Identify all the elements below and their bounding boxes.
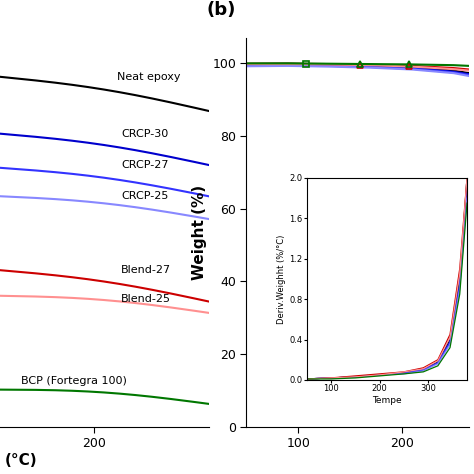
Text: Neat epoxy: Neat epoxy bbox=[117, 72, 180, 82]
Text: (b): (b) bbox=[206, 0, 236, 18]
Text: CRCP-25: CRCP-25 bbox=[121, 191, 168, 201]
Text: (°C): (°C) bbox=[5, 453, 37, 467]
Text: CRCP-27: CRCP-27 bbox=[121, 160, 168, 170]
Text: Blend-25: Blend-25 bbox=[121, 293, 171, 304]
Text: Blend-27: Blend-27 bbox=[121, 265, 171, 275]
Text: CRCP-30: CRCP-30 bbox=[121, 128, 168, 139]
Y-axis label: Weight (%): Weight (%) bbox=[191, 185, 207, 280]
Text: BCP (Fortegra 100): BCP (Fortegra 100) bbox=[21, 376, 127, 386]
